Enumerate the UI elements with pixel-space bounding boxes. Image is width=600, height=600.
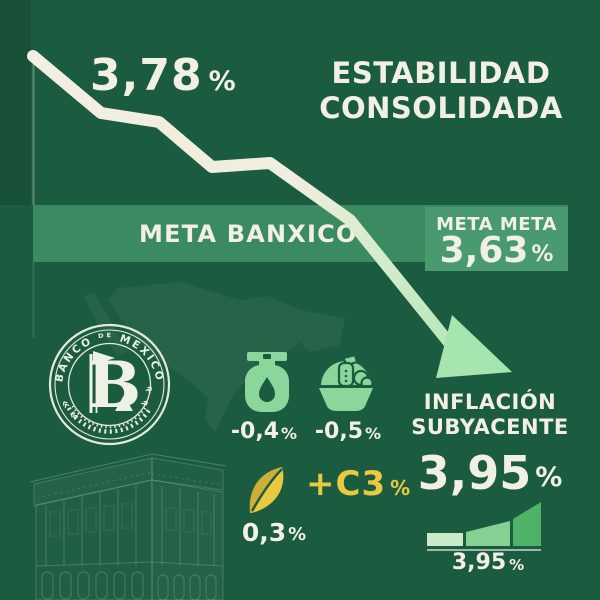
headline-title-line2: CONSOLIDADA (319, 91, 563, 125)
basket-price-change: -0,5 % (308, 420, 388, 444)
leaf-icon (249, 467, 284, 513)
agro-price-change: 0,3 % (234, 519, 314, 546)
left-shade-strip (0, 0, 31, 205)
mini-chart-segment (427, 533, 463, 546)
food-basket-icon (317, 353, 375, 411)
banco-de-mexico-seal-icon: BANCO ᴰᴱ MEXICO « « » » B (48, 323, 171, 446)
mini-chart-segment (466, 521, 510, 546)
gas-cylinder-icon (245, 352, 289, 412)
target-band: META BANXICO META META 3,63 % (33, 205, 568, 271)
headline-title-line1: ESTABILIDAD (331, 56, 551, 90)
svg-text:«: « (57, 397, 74, 412)
bank-building-illustration (29, 453, 227, 600)
headline-title: ESTABILIDAD CONSOLIDADA (310, 56, 572, 126)
mini-chart-label-value: 3,95 (451, 550, 507, 575)
mini-chart-label-percent: % (509, 556, 525, 574)
meta-box-title: META META (436, 214, 557, 235)
core-inflation-title-line2: SUBYACENTE (411, 415, 569, 439)
core-inflation-value: 3,95 (417, 446, 532, 500)
headline-rate-percent: % (208, 66, 236, 97)
agro-price-change-percent: % (288, 524, 307, 545)
mini-chart-segment (513, 502, 541, 546)
yellow-price-change-value: +C3 (306, 464, 387, 504)
basket-price-change-value: -0,5 (314, 419, 364, 444)
headline-rate-value: 3,78 (90, 50, 203, 101)
agro-price-change-value: 0,3 (241, 518, 287, 547)
meta-target-box: META META 3,63 % (425, 207, 568, 271)
yellow-price-change: +C3 % (306, 464, 410, 504)
gas-price-change-value: -0,4 (230, 419, 280, 444)
meta-box-value: 3,63 (439, 230, 529, 271)
band-label: META BANXICO (139, 220, 358, 248)
svg-text:B: B (87, 348, 141, 423)
mini-chart-label: 3,95 % (418, 551, 558, 575)
core-inflation-block: INFLACIÓN SUBYACENTE 3,95 % (398, 390, 582, 500)
mini-wedge-chart (427, 502, 541, 551)
yellow-price-change-percent: % (390, 476, 411, 500)
meta-box-percent: % (531, 242, 554, 267)
core-inflation-percent: % (535, 462, 563, 493)
mini-chart-segments (427, 502, 541, 546)
core-inflation-title-line1: INFLACIÓN (423, 390, 557, 414)
seal-monogram: B (87, 348, 141, 423)
trend-arrowhead (436, 315, 512, 378)
headline-rate: 3,78 % (90, 54, 236, 98)
gas-price-change: -0,4 % (224, 420, 304, 444)
gas-price-change-percent: % (281, 424, 298, 443)
basket-price-change-percent: % (365, 424, 382, 443)
